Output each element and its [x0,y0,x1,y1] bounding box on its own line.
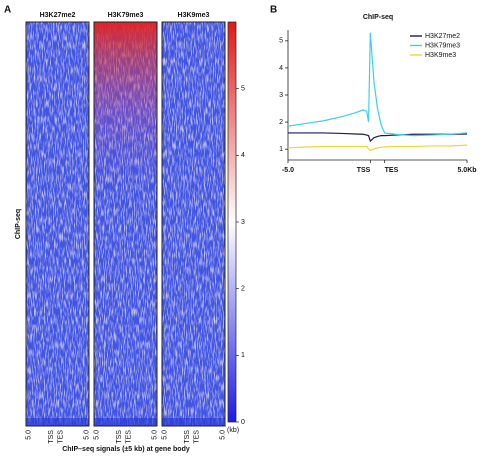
colorbar-tick-label: 5 [241,86,245,93]
colorbar-unit: (kb) [227,427,239,434]
series-line [288,132,468,143]
x-tick-label: TSS [48,430,55,444]
line-panel: B ChIP-seq 1 2 3 4 5 -5.0 TSS TES 5.0Kb H3K27me2 H3K… [270,5,477,174]
panel-heading: H3K27me2 [40,12,76,19]
panel-heading: H3K9me3 [178,12,210,19]
heatmap-bottom-band [94,418,157,426]
x-tick-label: 5.0 [161,430,168,440]
colorbar-tick-label: 1 [241,352,245,359]
x-tick-label: 5.0 [219,430,226,440]
x-tick-label: TES [193,430,200,444]
heatmap-hot-region [94,22,157,426]
series-line [287,144,468,152]
y-tick-label: 4 [279,65,283,72]
heatmap-frame [161,21,226,427]
colorbar-tick-label: 0 [241,419,245,426]
panel-letter: A [4,5,11,16]
x-tick-label: TES [57,430,64,444]
x-tick-label: TES [125,430,132,444]
colorbar-tick-label: 4 [241,152,245,159]
series-line [287,32,468,137]
x-tick-label: -5.0 [282,167,294,174]
y-tick-label: 2 [279,119,283,126]
heatmap-bottom-band [26,418,89,426]
panel-heading: H3K79me3 [108,12,144,19]
x-tick-label: 5.0Kb [457,167,476,174]
y-axis-label: ChIP-seq [15,209,22,239]
x-tick-label: 5.0 [83,430,90,440]
x-axis-label: ChIP–seq signals (±5 kb) at gene body [62,446,190,453]
heatmap-frame [25,21,90,427]
panel-letter: B [270,5,277,16]
legend-label: H3K9me3 [425,52,456,59]
y-tick-label: 1 [279,146,283,153]
x-tick-label: 5.0 [93,430,100,440]
x-tick-label: TSS [357,167,371,174]
legend-label: H3K27me2 [425,33,460,40]
x-tick-label: 5.0 [25,430,32,440]
y-tick-label: 5 [279,38,283,45]
heatmap-image [26,22,89,426]
heatmap-frame [93,21,158,427]
x-tick-label: 5.0 [151,430,158,440]
heatmap-bottom-band [162,418,225,426]
colorbar [227,21,237,423]
legend-label: H3K79me3 [425,42,460,49]
x-tick-label: TES [385,167,399,174]
colorbar-tick-label: 3 [241,219,245,226]
colorbar-tick-label: 2 [241,286,245,293]
x-tick-label: TSS [184,430,191,444]
heatmap-image [162,22,225,426]
y-tick-label: 3 [279,92,283,99]
chart-title: ChIP-seq [363,14,393,21]
x-tick-label: TSS [116,430,123,444]
